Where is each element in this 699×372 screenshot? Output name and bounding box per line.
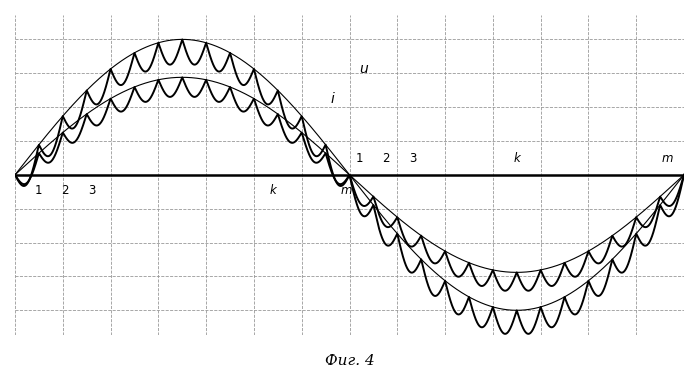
Text: 3: 3 bbox=[410, 153, 417, 166]
Text: i: i bbox=[331, 92, 335, 106]
Text: 2: 2 bbox=[62, 184, 69, 197]
Text: k: k bbox=[513, 153, 520, 166]
Text: k: k bbox=[269, 184, 276, 197]
Text: u: u bbox=[359, 62, 368, 76]
Text: 1: 1 bbox=[35, 184, 42, 197]
Text: m: m bbox=[661, 153, 673, 166]
Text: Фиг. 4: Фиг. 4 bbox=[324, 354, 375, 368]
Text: 1: 1 bbox=[356, 153, 363, 166]
Text: 3: 3 bbox=[88, 184, 96, 197]
Text: 2: 2 bbox=[382, 153, 390, 166]
Text: m: m bbox=[340, 184, 352, 197]
